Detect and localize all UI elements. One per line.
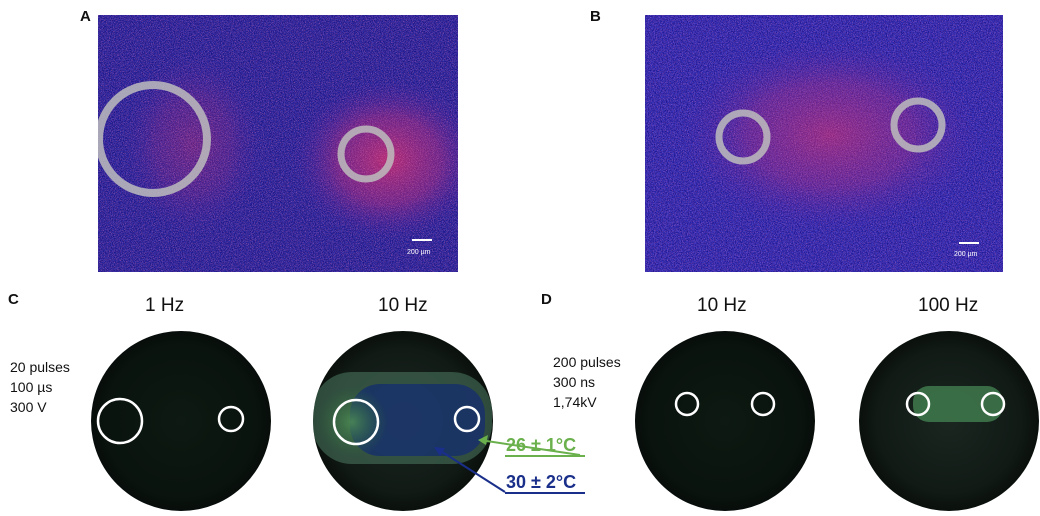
dish-d2 — [858, 330, 1040, 512]
dish-c2 — [312, 330, 494, 512]
electrode-circle-left — [715, 109, 771, 165]
electrode-ring-left — [905, 391, 931, 417]
panel-label-a: A — [80, 8, 91, 25]
scale-bar-label: 200 µm — [407, 249, 431, 256]
electrode-ring-right — [980, 391, 1006, 417]
param-duration: 300 ns — [553, 374, 596, 390]
electrode-ring-large — [332, 398, 380, 446]
panel-label-b: B — [590, 8, 601, 25]
dish-c1 — [90, 330, 272, 512]
param-voltage: 300 V — [10, 399, 47, 415]
electrode-circle-large — [98, 81, 211, 197]
micrograph-b: 200 µm — [645, 15, 1003, 272]
electrode-ring-small — [453, 405, 481, 433]
param-pulses: 20 pulses — [10, 359, 70, 375]
param-pulses: 200 pulses — [553, 354, 621, 370]
dish-label-100hz: 100 Hz — [918, 295, 979, 316]
electrode-circle-right — [890, 97, 946, 153]
scale-bar-label: 200 µm — [954, 251, 978, 258]
dish-label-1hz: 1 Hz — [145, 295, 185, 316]
temperature-blue: 30 ± 2°C — [506, 472, 577, 492]
electrode-ring-large — [96, 397, 144, 445]
parameters-c: 20 pulses 100 µs 300 V — [10, 357, 70, 417]
param-voltage: 1,74kV — [553, 394, 597, 410]
electrode-ring-small — [217, 405, 245, 433]
electrode-ring-right — [750, 391, 776, 417]
temperature-green: 26 ± 1°C — [506, 435, 577, 455]
param-duration: 100 µs — [10, 379, 53, 395]
panel-label-c: C — [8, 291, 19, 308]
dish-label-10hz: 10 Hz — [697, 295, 747, 316]
electrode-circle-small — [337, 125, 395, 183]
dish-label-10hz: 10 Hz — [378, 295, 428, 316]
electrode-ring-left — [674, 391, 700, 417]
parameters-d: 200 pulses 300 ns 1,74kV — [553, 352, 621, 412]
micrograph-a: 200 µm — [98, 15, 458, 272]
dish-d1 — [634, 330, 816, 512]
panel-label-d: D — [541, 291, 552, 308]
